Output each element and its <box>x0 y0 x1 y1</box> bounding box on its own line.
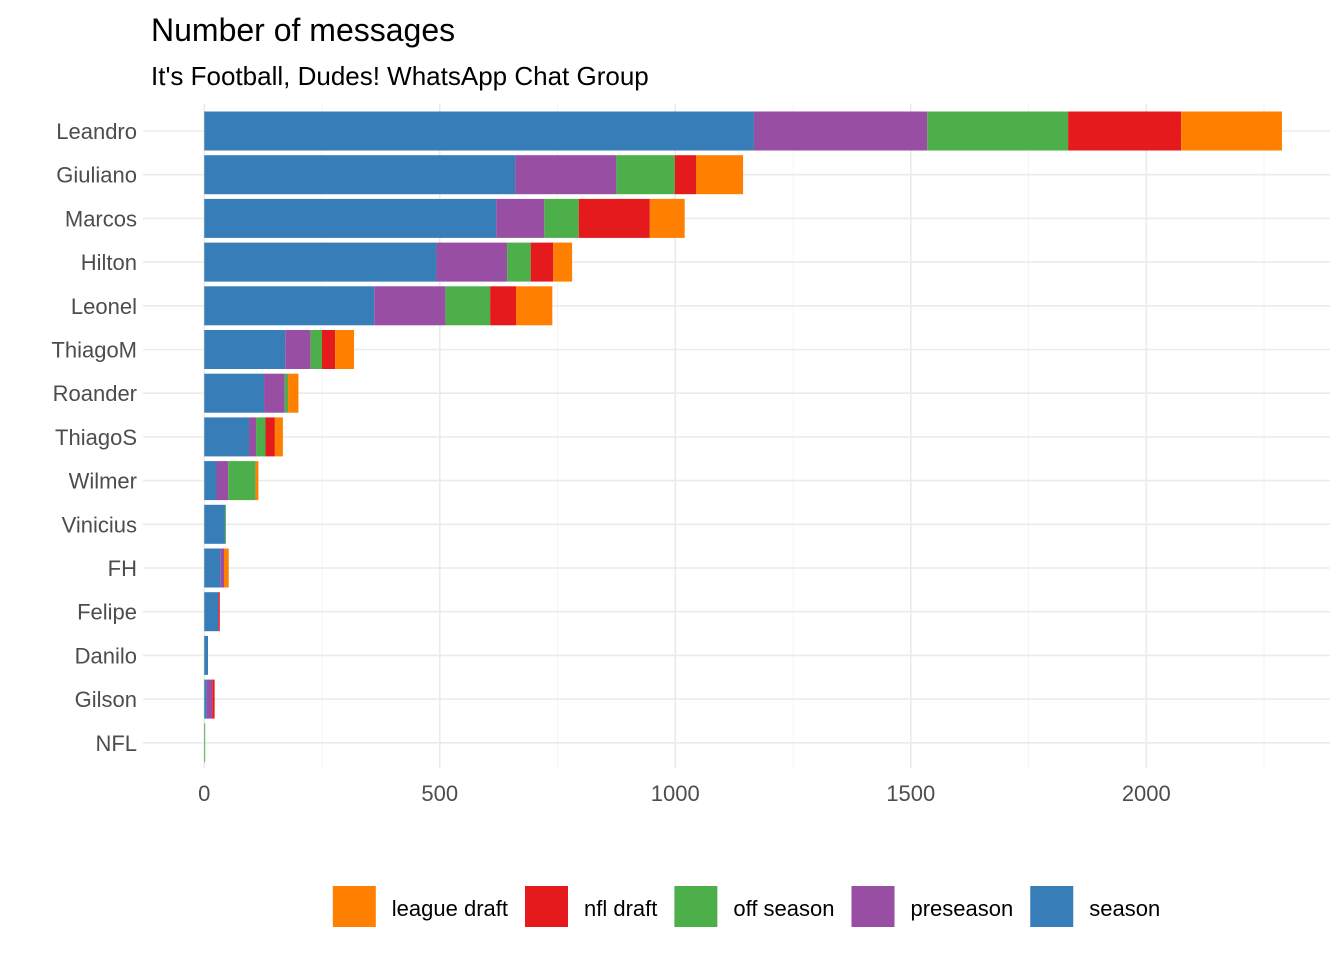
bar-leonel-off-season <box>445 286 491 326</box>
bar-gilson-preseason <box>206 679 213 719</box>
y-tick-label: ThiagoS <box>55 425 137 450</box>
bar-giuliano-preseason <box>515 155 617 195</box>
legend-label-nfl-draft: nfl draft <box>584 896 657 921</box>
bar-giuliano-off-season <box>616 155 675 195</box>
x-tick-label: 1500 <box>886 781 935 806</box>
bar-leandro-nfl-draft <box>1068 111 1182 151</box>
bar-roander-off-season <box>284 373 289 413</box>
bar-felipe-season <box>204 592 219 632</box>
bar-roander-preseason <box>264 373 285 413</box>
chart-subtitle: It's Football, Dudes! WhatsApp Chat Grou… <box>151 61 649 91</box>
bar-fh-preseason <box>220 548 225 588</box>
y-tick-label: FH <box>108 556 137 581</box>
bar-thiagom-off-season <box>310 330 322 369</box>
y-tick-label: Wilmer <box>69 469 137 494</box>
bar-thiagom-preseason <box>285 330 311 369</box>
legend-key-season <box>1030 886 1074 927</box>
bar-hilton-off-season <box>507 242 531 282</box>
bar-thiagos-off-season <box>256 417 266 457</box>
legend-label-season: season <box>1089 896 1160 921</box>
legend-key-off-season <box>674 886 718 927</box>
bar-marcos-off-season <box>544 198 579 238</box>
bar-fh-league-draft <box>224 548 229 588</box>
bar-giuliano-season <box>204 155 516 195</box>
bar-roander-season <box>204 373 265 413</box>
bar-gilson-season <box>204 679 207 719</box>
bar-thiagom-league-draft <box>335 330 355 369</box>
bar-hilton-nfl-draft <box>530 242 554 282</box>
bar-wilmer-season <box>204 461 217 501</box>
y-tick-label: Marcos <box>65 206 137 231</box>
bar-giuliano-league-draft <box>695 155 744 195</box>
bar-giuliano-nfl-draft <box>674 155 696 195</box>
chart-title: Number of messages <box>151 12 455 48</box>
y-tick-label: Felipe <box>77 600 137 625</box>
bar-wilmer-off-season <box>228 461 256 501</box>
bar-thiagom-season <box>204 330 286 369</box>
bar-marcos-league-draft <box>649 198 685 238</box>
legend-label-off-season: off season <box>733 896 834 921</box>
x-tick-label: 0 <box>198 781 210 806</box>
y-tick-label: Leonel <box>71 294 137 319</box>
bar-leandro-off-season <box>927 111 1069 151</box>
bar-vinicius-season <box>204 504 225 544</box>
bar-leonel-season <box>204 286 375 326</box>
bar-leonel-nfl-draft <box>490 286 517 326</box>
y-axis-tick-labels: Leandro Giuliano Marcos Hilton Leonel ThiagoM… <box>51 119 137 756</box>
x-tick-label: 2000 <box>1122 781 1171 806</box>
bar-vinicius-off-season <box>224 504 226 544</box>
bar-marcos-preseason <box>496 198 545 238</box>
bar-hilton-season <box>204 242 437 282</box>
legend-label-league-draft: league draft <box>392 896 508 921</box>
y-tick-label: Vinicius <box>62 512 137 537</box>
y-tick-label: ThiagoM <box>51 338 137 363</box>
bar-wilmer-league-draft <box>255 461 259 501</box>
y-tick-label: NFL <box>95 731 137 756</box>
bar-thiagos-league-draft <box>274 417 283 457</box>
bar-hilton-league-draft <box>553 242 573 282</box>
bar-leandro-league-draft <box>1181 111 1282 151</box>
bar-thiagom-nfl-draft <box>321 330 336 369</box>
legend-key-nfl-draft <box>525 886 568 927</box>
bar-felipe-nfl-draft <box>218 592 220 632</box>
y-tick-label: Danilo <box>75 643 137 668</box>
bar-danilo-season <box>204 635 209 675</box>
bars <box>204 111 1282 763</box>
bar-wilmer-preseason <box>216 461 229 501</box>
y-tick-label: Giuliano <box>56 163 137 188</box>
bar-gilson-nfl-draft <box>212 679 215 719</box>
bar-fh-season <box>204 548 221 588</box>
bar-marcos-nfl-draft <box>578 198 650 238</box>
x-tick-label: 1000 <box>651 781 700 806</box>
y-tick-label: Hilton <box>81 250 137 275</box>
y-tick-label: Gilson <box>75 687 137 712</box>
x-axis-tick-labels: 0 500 1000 1500 2000 <box>198 781 1171 806</box>
bar-thiagos-season <box>204 417 249 457</box>
y-tick-label: Roander <box>53 381 137 406</box>
legend: league draft nfl draft off season preseason… <box>332 886 1160 927</box>
bar-marcos-season <box>204 198 497 238</box>
bar-leonel-preseason <box>374 286 446 326</box>
bar-nfl-off-season <box>204 723 206 763</box>
x-tick-label: 500 <box>421 781 458 806</box>
bar-roander-league-draft <box>288 373 299 413</box>
bar-leandro-season <box>204 111 754 151</box>
bar-thiagos-nfl-draft <box>265 417 275 457</box>
bar-hilton-preseason <box>436 242 508 282</box>
legend-key-preseason <box>851 886 895 927</box>
legend-key-league-draft <box>332 886 376 927</box>
y-tick-label: Leandro <box>56 119 137 144</box>
bar-thiagos-preseason <box>248 417 257 457</box>
bar-leonel-league-draft <box>516 286 553 326</box>
bar-leandro-preseason <box>753 111 928 151</box>
legend-label-preseason: preseason <box>911 896 1014 921</box>
